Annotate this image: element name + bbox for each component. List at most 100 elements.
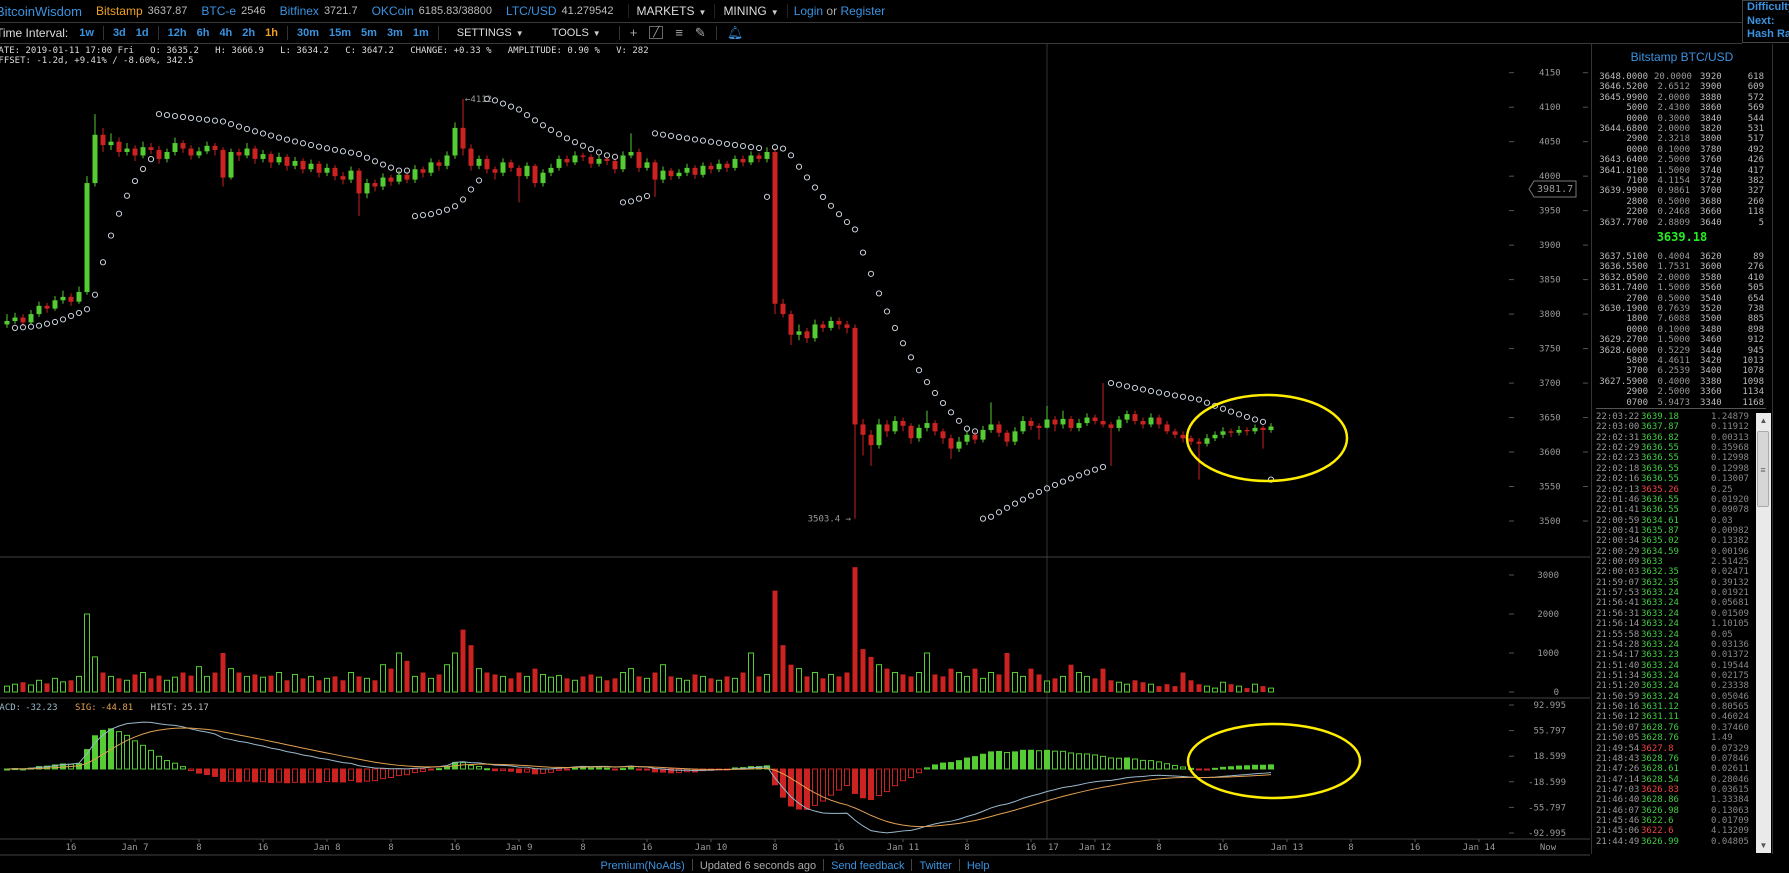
interval-4h[interactable]: 4h bbox=[219, 26, 233, 39]
bid-row[interactable]: 0700 5.9473 3340 1168 bbox=[1592, 398, 1764, 408]
interval-5m[interactable]: 5m bbox=[361, 26, 377, 39]
trade-amount: 0.03136 bbox=[1711, 639, 1749, 650]
volume-bar bbox=[1260, 686, 1266, 692]
draw-line-icon[interactable]: ╱ bbox=[649, 26, 664, 39]
macd-histogram-bar bbox=[932, 764, 938, 770]
interval-30m[interactable]: 30m bbox=[296, 26, 319, 39]
brand-logo[interactable]: BitcoinWisdom bbox=[0, 3, 82, 19]
settings-label: SETTINGS bbox=[456, 26, 512, 39]
exchange-bitfinex[interactable]: Bitfinex bbox=[279, 4, 319, 18]
ask-row[interactable]: 2800 0.5000 3680 260 bbox=[1592, 197, 1764, 207]
ask-row[interactable]: 3643.6400 2.5000 3760 426 bbox=[1592, 155, 1764, 165]
help-link[interactable]: Help bbox=[958, 859, 997, 872]
ask-row[interactable]: 3644.6800 2.0000 3820 531 bbox=[1592, 124, 1764, 134]
interval-6h[interactable]: 6h bbox=[196, 26, 210, 39]
trade-price: 3639.18 bbox=[1641, 412, 1679, 422]
trade-price: 3633.24 bbox=[1641, 608, 1679, 619]
volume-bar bbox=[164, 679, 170, 693]
interval-1h[interactable]: 1h bbox=[265, 26, 278, 39]
bid-row[interactable]: 5800 4.4611 3420 1013 bbox=[1592, 356, 1764, 366]
ask-row[interactable]: 3639.9900 0.9861 3700 327 bbox=[1592, 186, 1764, 196]
interval-3m[interactable]: 3m bbox=[386, 26, 403, 39]
ask-row[interactable]: 3641.8100 1.5000 3740 417 bbox=[1592, 166, 1764, 176]
macd-histogram-bar bbox=[220, 768, 226, 782]
interval-1w[interactable]: 1w bbox=[79, 26, 94, 39]
trades-scrollbar[interactable]: ▲ ≡ ▼ bbox=[1756, 413, 1771, 853]
ask-row[interactable]: 3646.5200 2.6512 3900 609 bbox=[1592, 82, 1764, 92]
interval-12h[interactable]: 12h bbox=[167, 26, 187, 39]
ask-row[interactable]: 3637.7700 2.8809 3640 5 bbox=[1592, 218, 1764, 228]
candle bbox=[1004, 429, 1010, 447]
bid-row[interactable]: 0000 0.1000 3480 898 bbox=[1592, 325, 1764, 335]
trade-row: 22:02:13 3635.26 0.25 bbox=[1596, 485, 1756, 495]
bid-row[interactable]: 3636.5500 1.7531 3600 276 bbox=[1592, 262, 1764, 272]
bid-row[interactable]: 3629.2700 1.5000 3460 912 bbox=[1592, 335, 1764, 345]
ask-row[interactable]: 3648.0000 20.0000 3920 618 bbox=[1592, 72, 1764, 82]
exchange-bitstamp[interactable]: Bitstamp bbox=[95, 4, 143, 18]
bid-row[interactable]: 3627.5900 0.4000 3380 1098 bbox=[1592, 377, 1764, 387]
offset-info-line: OFFSET: -1.2d, +9.41% / -8.60%, 342.5 bbox=[0, 56, 194, 66]
macd-histogram-bar bbox=[1220, 766, 1226, 770]
brush-icon[interactable]: ✎ bbox=[694, 24, 706, 40]
bid-row[interactable]: 2700 0.5000 3540 654 bbox=[1592, 294, 1764, 304]
trade-time: 22:01:41 bbox=[1596, 505, 1640, 516]
bell-icon[interactable]: 🔔︎ bbox=[726, 24, 744, 40]
exchange-okcoin[interactable]: OKCoin bbox=[371, 4, 414, 18]
ask-row[interactable]: 3645.9900 2.0000 3880 572 bbox=[1592, 93, 1764, 103]
bid-row[interactable]: 3628.6000 0.5229 3440 945 bbox=[1592, 346, 1764, 356]
bid-row[interactable]: 3637.5100 0.4004 3620 89 bbox=[1592, 252, 1764, 262]
interval-1d[interactable]: 1d bbox=[135, 26, 149, 39]
volume-bar bbox=[52, 677, 58, 693]
bid-row[interactable]: 3631.7400 1.5000 3560 505 bbox=[1592, 283, 1764, 293]
tools-menu[interactable]: TOOLS ▼ bbox=[538, 27, 615, 39]
mining-menu[interactable]: MINING ▼ bbox=[714, 4, 786, 18]
sar-dot bbox=[259, 130, 267, 137]
sar-dot bbox=[515, 106, 523, 113]
candle bbox=[12, 312, 18, 324]
bid-row[interactable]: 3700 6.2539 3400 1078 bbox=[1592, 366, 1764, 376]
scrollbar-thumb[interactable]: ≡ bbox=[1757, 431, 1769, 507]
login-link[interactable]: Login bbox=[793, 4, 824, 18]
menu-lines-icon[interactable]: ≡ bbox=[675, 25, 683, 40]
candle bbox=[132, 145, 138, 161]
candle bbox=[1268, 423, 1274, 433]
candle bbox=[652, 159, 658, 197]
volume-bar bbox=[1220, 681, 1226, 693]
markets-menu[interactable]: MARKETS ▼ bbox=[627, 4, 715, 18]
register-link[interactable]: Register bbox=[840, 4, 886, 18]
candle-body bbox=[212, 145, 218, 150]
macd-value: -32.23 bbox=[25, 703, 58, 713]
scroll-down-icon[interactable]: ▼ bbox=[1759, 841, 1768, 850]
settings-menu[interactable]: SETTINGS ▼ bbox=[443, 27, 538, 39]
interval-2h[interactable]: 2h bbox=[242, 26, 256, 39]
feedback-link[interactable]: Send feedback bbox=[823, 859, 911, 872]
plus-icon[interactable]: + bbox=[629, 25, 638, 40]
ask-row[interactable]: 0000 0.3000 3840 544 bbox=[1592, 114, 1764, 124]
order-price: 3648.0000 bbox=[1599, 72, 1648, 82]
premium-link[interactable]: Premium(NoAds) bbox=[600, 860, 685, 872]
order-price: 3636.5500 bbox=[1599, 262, 1648, 273]
volume-bar bbox=[836, 676, 842, 692]
candle-body bbox=[668, 170, 674, 177]
interval-1m[interactable]: 1m bbox=[412, 26, 429, 39]
exchange-ltcusd[interactable]: LTC/USD bbox=[506, 4, 557, 18]
bid-row[interactable]: 1800 7.6088 3500 885 bbox=[1592, 314, 1764, 324]
macd-histogram-bar bbox=[628, 767, 634, 770]
interval-3d[interactable]: 3d bbox=[112, 26, 126, 39]
ask-row[interactable]: 2900 2.3218 3800 517 bbox=[1592, 134, 1764, 144]
ask-row[interactable]: 5000 2.4300 3860 569 bbox=[1592, 103, 1764, 113]
volume-bar bbox=[228, 668, 234, 693]
bid-row[interactable]: 3630.1900 0.7639 3520 738 bbox=[1592, 304, 1764, 314]
price-chart[interactable]: 4150 4100 4050 4000 3950 3900 3850 3800 3750 3700… bbox=[0, 0, 1590, 858]
ask-row[interactable]: 0000 0.1000 3780 492 bbox=[1592, 145, 1764, 155]
candle bbox=[364, 178, 370, 199]
bid-row[interactable]: 2900 2.5000 3360 1134 bbox=[1592, 387, 1764, 397]
interval-15m[interactable]: 15m bbox=[329, 26, 352, 39]
bid-row[interactable]: 3632.0500 2.0000 3580 410 bbox=[1592, 273, 1764, 283]
twitter-link[interactable]: Twitter bbox=[911, 859, 958, 872]
scroll-up-icon[interactable]: ▲ bbox=[1759, 416, 1768, 425]
ask-row[interactable]: 2200 0.2468 3660 118 bbox=[1592, 207, 1764, 217]
ask-row[interactable]: 7100 4.1154 3720 382 bbox=[1592, 176, 1764, 186]
depth-price: 3380 bbox=[1700, 376, 1722, 387]
exchange-btce[interactable]: BTC-e bbox=[201, 4, 237, 18]
